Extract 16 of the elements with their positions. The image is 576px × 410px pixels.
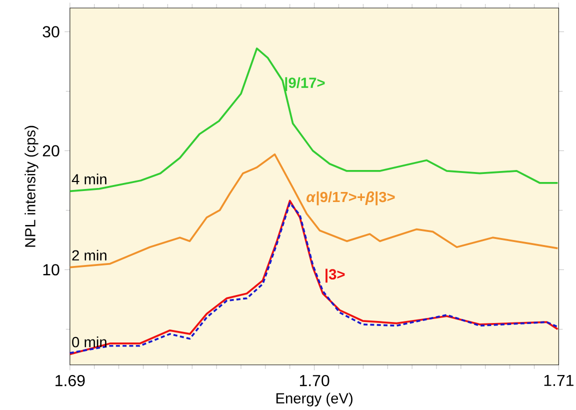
x-tick-label: 1.71 [544, 374, 574, 386]
annotation: |9/17> [285, 77, 325, 91]
series-label: 2 min [72, 250, 106, 260]
x-tick-label: 1.70 [300, 374, 330, 386]
y-tick-label: 10 [43, 264, 60, 276]
series-label: 4 min [72, 174, 106, 184]
line-series [68, 153, 559, 268]
y-tick-label: 20 [42, 145, 60, 156]
x-axis-title: Energy (eV) [276, 392, 352, 406]
y-axis-title: NPL intensity (cps) [24, 126, 38, 247]
annotation: α|9/17>+β|3> [306, 191, 395, 206]
x-tick-label: 1.69 [56, 374, 85, 386]
annotation: |3> [326, 268, 345, 283]
line-series [68, 47, 559, 192]
y-tick-label: 30 [42, 26, 60, 38]
series-label: 0 min [72, 336, 106, 348]
